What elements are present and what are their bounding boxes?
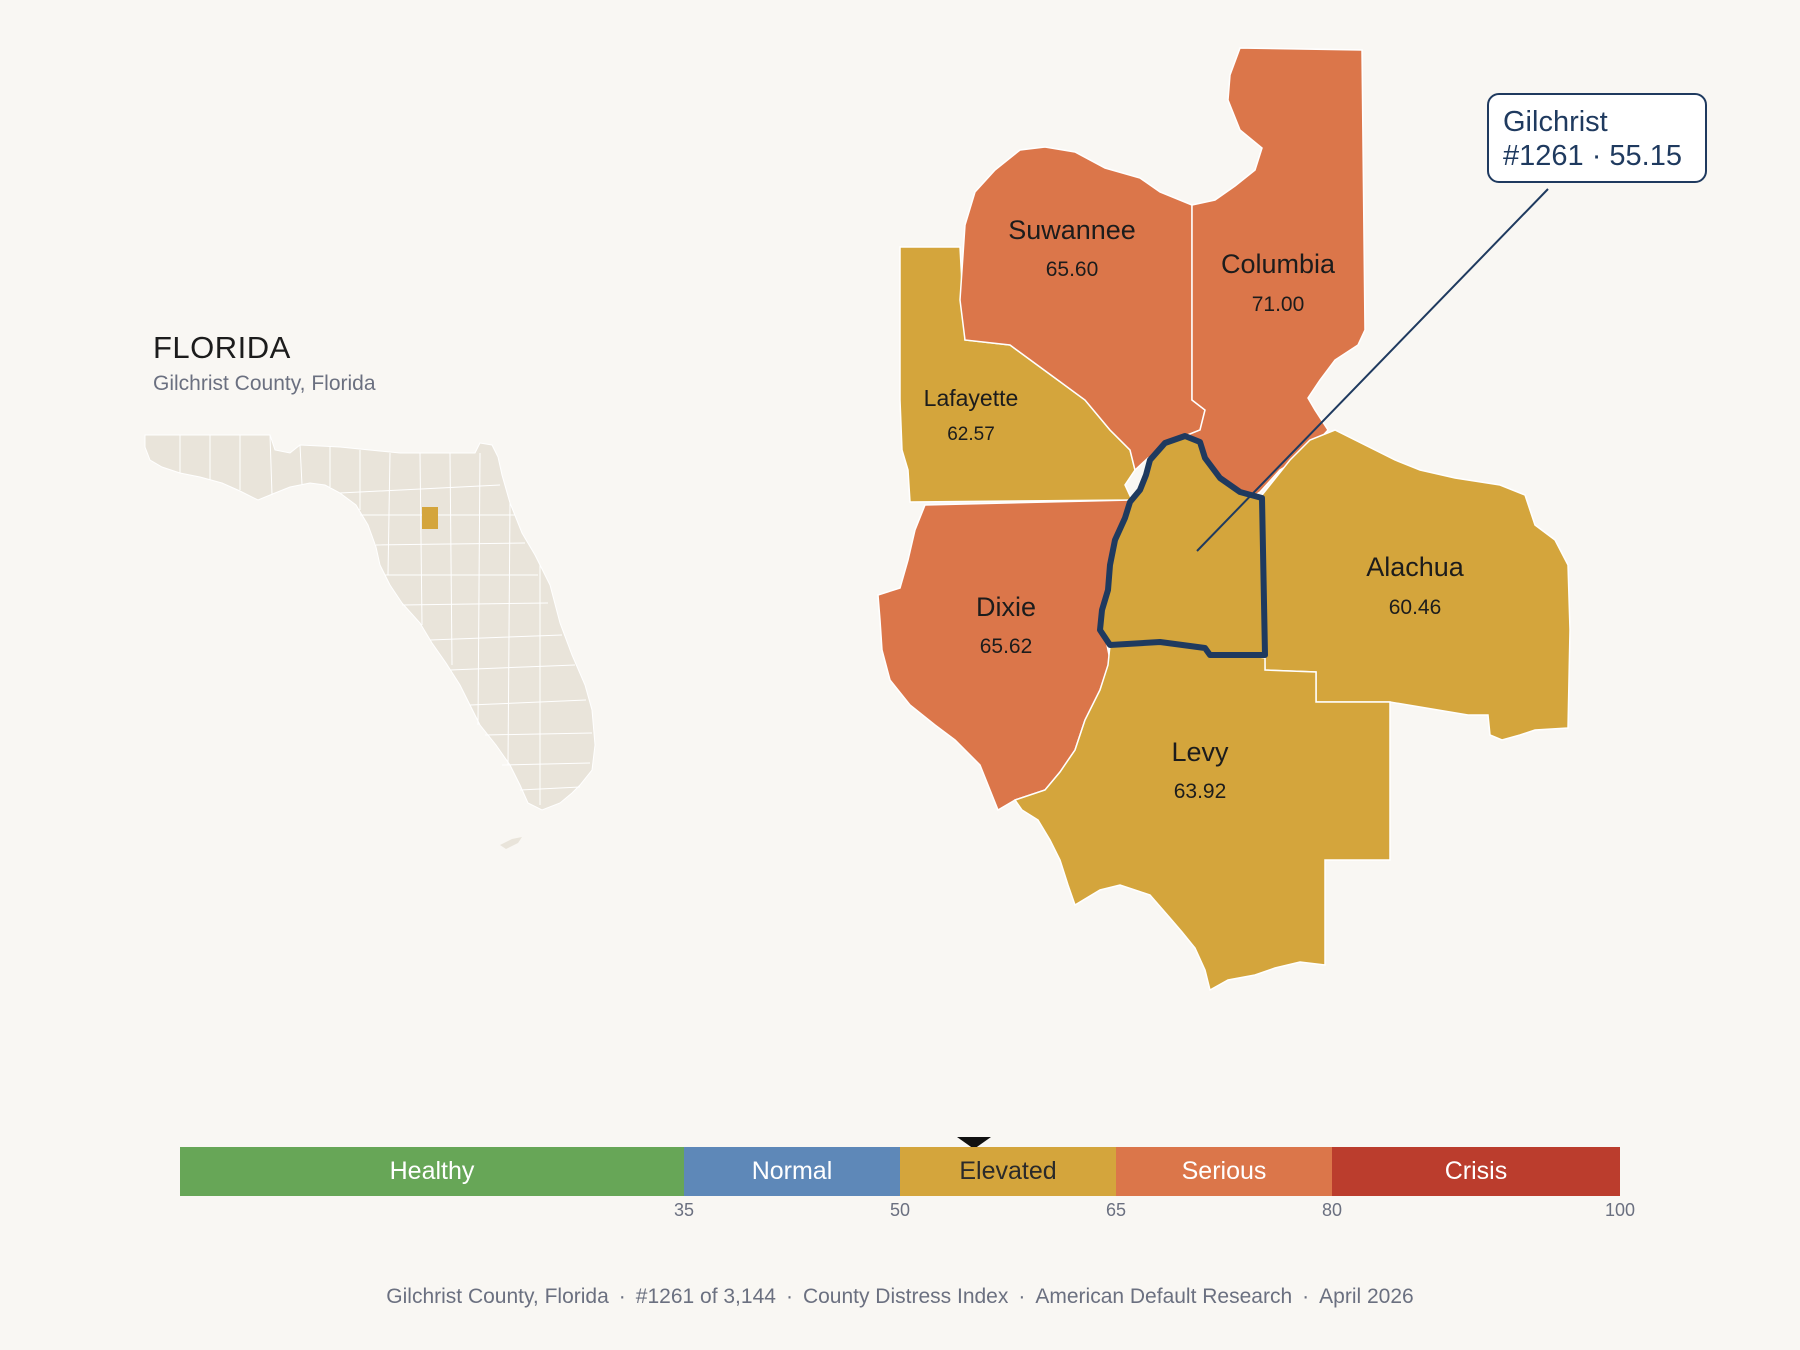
- gilchrist-callout: Gilchrist #1261 · 55.15: [1487, 93, 1707, 183]
- footer-county: Gilchrist County, Florida: [386, 1285, 609, 1308]
- county-value-suwannee: 65.60: [1046, 258, 1099, 281]
- state-title: FLORIDA: [153, 330, 291, 365]
- footer-index: County Distress Index: [802, 1285, 1009, 1308]
- county-value-lafayette: 62.57: [947, 424, 995, 445]
- legend-tick-35: 35: [673, 1200, 695, 1220]
- county-label-alachua: Alachua: [1366, 552, 1465, 582]
- county-label-lafayette: Lafayette: [924, 385, 1019, 411]
- legend-segment-healthy: Healthy: [180, 1147, 684, 1196]
- footer-rank: #1261 of 3,144: [635, 1285, 776, 1308]
- county-label-suwannee: Suwannee: [1008, 215, 1136, 245]
- footer-caption: Gilchrist County, Florida · #1261 of 3,144…: [386, 1285, 1414, 1308]
- legend-tick-65: 65: [1105, 1200, 1127, 1220]
- legend-tick-80: 80: [1321, 1200, 1343, 1220]
- florida-county-lines: [179, 434, 593, 805]
- county-alachua-shape: [1261, 429, 1571, 741]
- florida-state-shape: [144, 434, 596, 811]
- county-value-columbia: 71.00: [1252, 293, 1305, 316]
- callout-county-name: Gilchrist: [1503, 106, 1608, 138]
- footer-source: American Default Research: [1035, 1285, 1293, 1308]
- county-value-dixie: 65.62: [980, 635, 1033, 658]
- legend-segment-normal: Normal: [684, 1147, 900, 1196]
- county-value-levy: 63.92: [1174, 780, 1227, 803]
- legend-tick-50: 50: [889, 1200, 911, 1220]
- county-levy-shape: [1013, 641, 1391, 992]
- legend-tick-100: 100: [1604, 1200, 1636, 1220]
- legend-segment-elevated: Elevated: [900, 1147, 1116, 1196]
- callout-rank-score: #1261 · 55.15: [1503, 140, 1682, 172]
- gilchrist-locator-highlight: [422, 507, 438, 529]
- county-label-columbia: Columbia: [1221, 249, 1336, 279]
- state-subtitle: Gilchrist County, Florida: [153, 372, 376, 395]
- florida-locator-map: [144, 434, 596, 849]
- county-label-dixie: Dixie: [976, 592, 1036, 622]
- distress-scale-legend: Healthy Normal Elevated Serious Crisis: [180, 1147, 1620, 1196]
- legend-segment-crisis: Crisis: [1332, 1147, 1620, 1196]
- gilchrist-outline: [1097, 433, 1268, 658]
- county-value-alachua: 60.46: [1389, 596, 1442, 619]
- callout-leader-line: [1196, 188, 1549, 552]
- legend-segment-serious: Serious: [1116, 1147, 1332, 1196]
- florida-keys: [500, 837, 522, 849]
- current-score-marker: [957, 1137, 992, 1149]
- footer-date: April 2026: [1319, 1285, 1414, 1308]
- county-label-levy: Levy: [1171, 737, 1229, 767]
